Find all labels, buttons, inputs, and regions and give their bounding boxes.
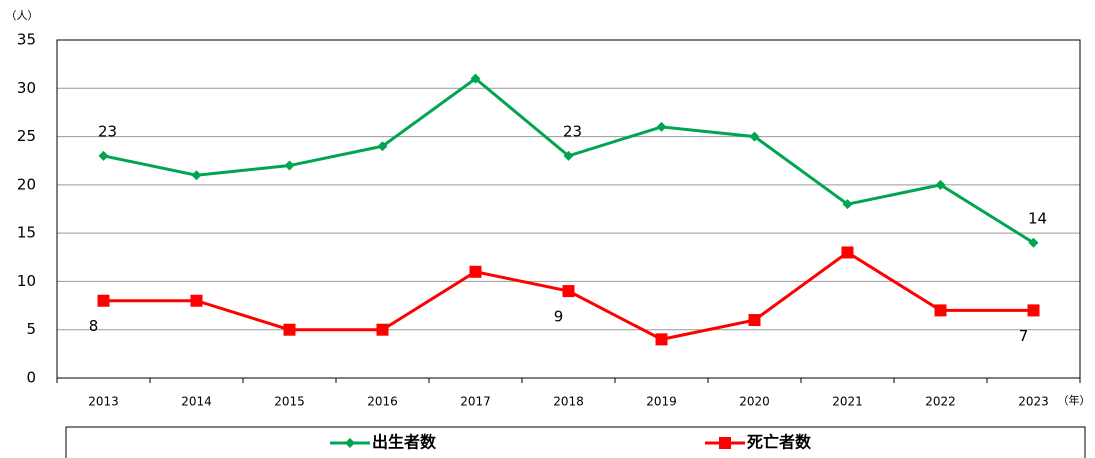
- point: [749, 131, 760, 142]
- x-tick-label: 2016: [367, 395, 398, 409]
- x-tick-label: 2019: [646, 395, 677, 409]
- point: [1028, 237, 1039, 248]
- x-tick-label: 2014: [181, 395, 212, 409]
- plot-frame: [56, 39, 1081, 379]
- point: [376, 323, 389, 336]
- y-tick-label: 0: [26, 369, 36, 387]
- point: [97, 294, 110, 307]
- point: [935, 179, 946, 190]
- y-unit: （人）: [6, 9, 39, 22]
- point: [191, 170, 202, 181]
- point: [748, 314, 761, 327]
- y-tick-label: 25: [17, 127, 36, 145]
- x-tick-label: 2015: [274, 395, 305, 409]
- legend-label: 死亡者数: [747, 433, 812, 452]
- point: [656, 121, 667, 132]
- y-tick-label: 35: [17, 31, 36, 49]
- x-tick-label: 2013: [88, 395, 119, 409]
- point: [562, 285, 575, 298]
- y-tick-label: 30: [17, 79, 36, 97]
- point: [470, 73, 481, 84]
- y-tick-label: 20: [17, 175, 36, 193]
- data-label: 23: [98, 122, 117, 140]
- point: [190, 294, 203, 307]
- x-tick-label: 2022: [925, 395, 956, 409]
- point: [377, 141, 388, 152]
- point: [283, 323, 296, 336]
- x-tick-label: 2023: [1018, 395, 1049, 409]
- x-tick-label: 2017: [460, 395, 491, 409]
- x-tick-label: 2020: [739, 395, 770, 409]
- data-label: 14: [1028, 209, 1047, 227]
- point: [563, 150, 574, 161]
- legend-label: 出生者数: [372, 433, 437, 452]
- data-label: 23: [563, 122, 582, 140]
- y-tick-label: 5: [26, 320, 36, 338]
- x-tick-label: 2018: [553, 395, 584, 409]
- point: [842, 199, 853, 210]
- legend-marker: [719, 437, 731, 449]
- point: [1027, 304, 1040, 317]
- y-tick-label: 10: [17, 272, 36, 290]
- y-tick-label: 15: [17, 224, 36, 242]
- x-tick-label: 2021: [832, 395, 863, 409]
- point: [841, 246, 854, 259]
- data-label: 9: [554, 308, 564, 326]
- point: [98, 150, 109, 161]
- point: [469, 265, 482, 278]
- data-label: 7: [1019, 327, 1029, 345]
- point: [934, 304, 947, 317]
- data-label: 8: [89, 317, 99, 335]
- legend-box: [65, 426, 1086, 458]
- point: [655, 333, 668, 346]
- x-unit: （年）: [1058, 393, 1091, 407]
- legend-marker: [345, 438, 355, 448]
- point: [284, 160, 295, 171]
